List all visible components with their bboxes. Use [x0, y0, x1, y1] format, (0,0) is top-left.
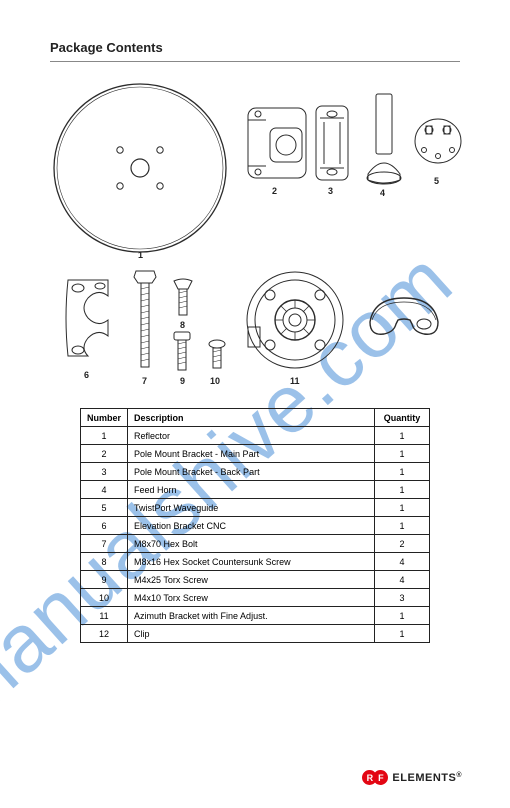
part-label-5: 5 — [434, 176, 439, 186]
table-row: 1Reflector1 — [81, 427, 430, 445]
cell-description: Reflector — [128, 427, 375, 445]
cell-quantity: 3 — [375, 589, 430, 607]
page: manualshive.com Package Contents — [0, 0, 510, 808]
cell-quantity: 1 — [375, 517, 430, 535]
table-row: 4Feed Horn1 — [81, 481, 430, 499]
torx-screw-25-icon — [168, 328, 196, 374]
twistport-icon — [412, 108, 464, 174]
cell-number: 4 — [81, 481, 128, 499]
parts-illustration: 1 2 3 4 5 6 7 8 9 10 11 — [50, 80, 460, 400]
table-row: 2Pole Mount Bracket - Main Part1 — [81, 445, 430, 463]
table-row: 9M4x25 Torx Screw4 — [81, 571, 430, 589]
cell-quantity: 4 — [375, 553, 430, 571]
rf-logo-icon: R F — [362, 770, 388, 786]
cell-quantity: 1 — [375, 445, 430, 463]
cell-quantity: 1 — [375, 625, 430, 643]
cell-description: M4x25 Torx Screw — [128, 571, 375, 589]
part-label-11: 11 — [290, 376, 300, 386]
footer-logo: R F ELEMENTS® — [362, 770, 462, 786]
table-header-row: Number Description Quantity — [81, 409, 430, 427]
cell-number: 9 — [81, 571, 128, 589]
cell-description: M4x10 Torx Screw — [128, 589, 375, 607]
cell-description: Clip — [128, 625, 375, 643]
brand-text: ELEMENTS® — [392, 772, 462, 784]
col-quantity: Quantity — [375, 409, 430, 427]
cell-description: M8x70 Hex Bolt — [128, 535, 375, 553]
table-row: 6Elevation Bracket CNC1 — [81, 517, 430, 535]
part-label-3: 3 — [328, 186, 333, 196]
table-row: 12Clip1 — [81, 625, 430, 643]
cell-description: TwistPort Waveguide — [128, 499, 375, 517]
part-label-10: 10 — [210, 376, 220, 386]
azimuth-bracket-icon — [240, 265, 350, 375]
table-row: 11Azimuth Bracket with Fine Adjust.1 — [81, 607, 430, 625]
cell-number: 6 — [81, 517, 128, 535]
cell-quantity: 1 — [375, 481, 430, 499]
cell-number: 1 — [81, 427, 128, 445]
col-number: Number — [81, 409, 128, 427]
cell-quantity: 1 — [375, 607, 430, 625]
cell-number: 2 — [81, 445, 128, 463]
table-row: 7M8x70 Hex Bolt2 — [81, 535, 430, 553]
cell-number: 5 — [81, 499, 128, 517]
cell-description: Feed Horn — [128, 481, 375, 499]
main-bracket-icon — [242, 98, 312, 188]
part-label-6: 6 — [84, 370, 89, 380]
cell-number: 3 — [81, 463, 128, 481]
cell-description: Elevation Bracket CNC — [128, 517, 375, 535]
cell-description: Pole Mount Bracket - Main Part — [128, 445, 375, 463]
clip-icon — [360, 290, 448, 352]
cell-quantity: 1 — [375, 499, 430, 517]
table-row: 10M4x10 Torx Screw3 — [81, 589, 430, 607]
part-label-9: 9 — [180, 376, 185, 386]
cell-quantity: 2 — [375, 535, 430, 553]
table-row: 3Pole Mount Bracket - Back Part1 — [81, 463, 430, 481]
countersunk-screw-icon — [170, 275, 196, 321]
cell-number: 12 — [81, 625, 128, 643]
parts-table: Number Description Quantity 1Reflector12… — [80, 408, 430, 643]
torx-screw-10-icon — [206, 338, 228, 374]
cell-description: Pole Mount Bracket - Back Part — [128, 463, 375, 481]
part-label-7: 7 — [142, 376, 147, 386]
col-description: Description — [128, 409, 375, 427]
cell-description: M8x16 Hex Socket Countersunk Screw — [128, 553, 375, 571]
cell-quantity: 1 — [375, 463, 430, 481]
back-bracket-icon — [310, 102, 354, 184]
cell-number: 8 — [81, 553, 128, 571]
cell-quantity: 1 — [375, 427, 430, 445]
table-row: 8M8x16 Hex Socket Countersunk Screw4 — [81, 553, 430, 571]
hex-bolt-icon — [130, 265, 160, 373]
section-title: Package Contents — [50, 40, 460, 62]
cell-number: 10 — [81, 589, 128, 607]
reflector-icon — [50, 80, 230, 255]
elevation-bracket-icon — [58, 268, 120, 368]
cell-quantity: 4 — [375, 571, 430, 589]
cell-description: Azimuth Bracket with Fine Adjust. — [128, 607, 375, 625]
feed-horn-icon — [360, 90, 408, 190]
cell-number: 7 — [81, 535, 128, 553]
table-row: 5TwistPort Waveguide1 — [81, 499, 430, 517]
cell-number: 11 — [81, 607, 128, 625]
